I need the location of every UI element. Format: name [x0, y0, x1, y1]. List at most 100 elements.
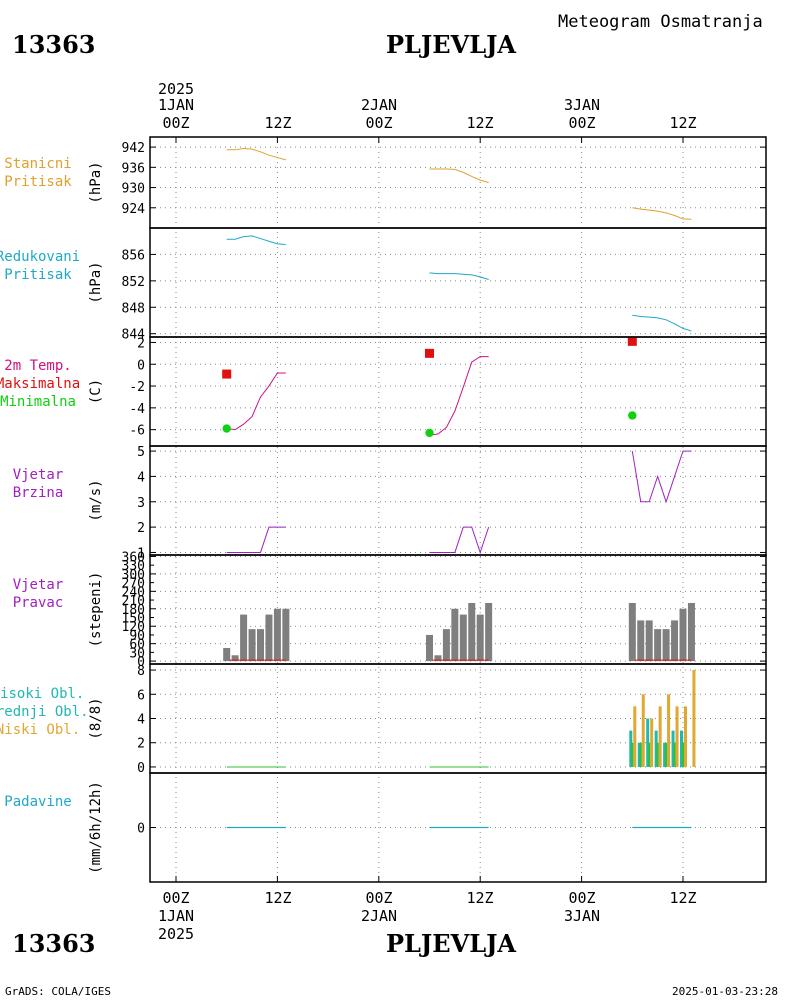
panel-label: Padavine [4, 794, 71, 810]
temp-max-marker [425, 348, 434, 358]
series-line [632, 314, 692, 332]
y-tick-label: 852 [122, 275, 145, 290]
y-tick-label: 1 [137, 546, 145, 561]
panel-1: 942 936 930 924 (hPa) Stanicni Pritisak [4, 136, 767, 229]
panel-label: Vjetar [13, 577, 64, 593]
temp-min-marker [628, 411, 637, 420]
y-tick-label: 942 [122, 141, 145, 156]
top-hour-3: 00Z [365, 114, 392, 132]
wind-direction-bar [662, 629, 670, 662]
bottom-hour-2: 12Z [264, 889, 291, 907]
high-cloud-bar [637, 742, 641, 767]
panel-label: Minimalna [0, 394, 76, 410]
panel-label: Visoki Obl. [0, 686, 84, 702]
y-tick-label: 150 [122, 611, 145, 626]
y-tick-label: 60 [129, 638, 145, 653]
temp-max-marker [627, 336, 637, 346]
series-line [429, 168, 489, 183]
y-tick-label: 330 [122, 559, 145, 574]
panel-3: 2 0 -2 -4 -6 (C) 2m Temp. Maksimalna Minimalna [0, 336, 767, 447]
bottom-hour-3: 00Z [365, 889, 392, 907]
bottom-date-3jan: 3JAN [564, 907, 600, 925]
panel-frame [149, 136, 767, 229]
y-tick-label: 6 [137, 688, 145, 703]
temp-max-marker [222, 369, 232, 379]
top-date-3jan: 3JAN [564, 96, 600, 114]
y-tick-label: -4 [129, 402, 145, 417]
high-cloud-bar [629, 730, 633, 767]
station-id-bottom: 13363 [12, 929, 96, 958]
wind-direction-bar [654, 629, 662, 662]
wind-direction-bar [459, 614, 467, 662]
panel-label: Pritisak [4, 174, 72, 190]
y-tick-label: 4 [137, 713, 145, 728]
wind-direction-bar [468, 602, 476, 662]
y-axis-label: (m/s) [88, 479, 104, 521]
bottom-date-2jan: 2JAN [361, 907, 397, 925]
top-hour-5: 00Z [568, 114, 595, 132]
series-line [632, 207, 692, 220]
panel-label: Redukovani [0, 249, 80, 265]
y-tick-label: -2 [129, 380, 145, 395]
y-tick-label: 844 [122, 328, 146, 343]
wind-direction-bar [451, 608, 459, 662]
panel-label: Niski Obl. [0, 722, 80, 738]
mid-cloud-bar [639, 742, 642, 767]
series-line [429, 272, 489, 281]
y-tick-label: 240 [122, 585, 145, 600]
axis-labels: 2025 1JAN 2JAN 3JAN 00Z 12Z 00Z 12Z 00Z … [158, 80, 697, 943]
wind-direction-bar [223, 648, 231, 662]
panel-label: Brzina [13, 485, 64, 501]
low-cloud-bar [692, 670, 696, 767]
y-axis-label: (C) [88, 379, 104, 404]
y-tick-label: 120 [122, 620, 145, 635]
top-year-label: 2025 [158, 80, 194, 98]
station-name-bottom: PLJEVLJA [386, 929, 517, 958]
wind-direction-bar [434, 655, 442, 662]
y-tick-label: 3 [137, 496, 145, 511]
top-hour-1: 00Z [162, 114, 189, 132]
credit-label: GrADS: COLA/IGES [5, 985, 111, 998]
low-cloud-bar [684, 706, 687, 767]
wind-direction-bar [231, 655, 239, 662]
y-tick-label: 924 [122, 202, 146, 217]
temp-min-marker [425, 428, 434, 438]
wind-direction-bar [485, 602, 493, 662]
high-cloud-bar [671, 730, 675, 767]
bottom-year-label: 2025 [158, 925, 194, 943]
panel-2: 856 852 848 844 (hPa) Redukovani Pritisak [0, 227, 767, 343]
wind-direction-bar [476, 614, 484, 662]
low-cloud-bar [675, 706, 679, 767]
panel-label: Stanicni [4, 156, 71, 172]
chart-title: Meteogram Osmatranja [558, 12, 763, 32]
y-axis-label: (mm/6h/12h) [88, 781, 104, 874]
series-line [226, 235, 286, 246]
wind-direction-bar [637, 620, 645, 662]
top-date-2jan: 2JAN [361, 96, 397, 114]
timestamp-label: 2025-01-03-23:28 [672, 985, 778, 998]
y-tick-label: 360 [122, 550, 145, 565]
panel-5: 360 300 240 180 120 60 0 330 270 210 150 90 30 (stepe… [13, 550, 767, 670]
y-axis-label: (hPa) [88, 261, 104, 303]
y-tick-label: 270 [122, 577, 145, 592]
grid-layer [175, 137, 684, 882]
mid-cloud-bar [656, 742, 659, 767]
y-tick-label: 936 [122, 161, 145, 176]
top-hour-4: 12Z [466, 114, 493, 132]
station-id-top: 13363 [12, 30, 96, 59]
y-tick-label: 2 [137, 336, 145, 351]
y-tick-label: 30 [129, 646, 145, 661]
top-date-1jan: 1JAN [158, 96, 194, 114]
low-cloud-bar [667, 694, 671, 767]
panel-frame [149, 772, 767, 883]
wind-direction-bar [442, 629, 450, 662]
series-line [226, 372, 286, 431]
y-tick-label: 930 [122, 182, 145, 197]
bottom-hour-1: 00Z [162, 889, 189, 907]
mid-cloud-bar [665, 742, 668, 767]
y-tick-label: 5 [137, 445, 145, 460]
panel-frame [149, 227, 767, 338]
panel-frame [149, 336, 767, 447]
panel-label: Maksimalna [0, 376, 80, 392]
series-line [226, 526, 286, 553]
